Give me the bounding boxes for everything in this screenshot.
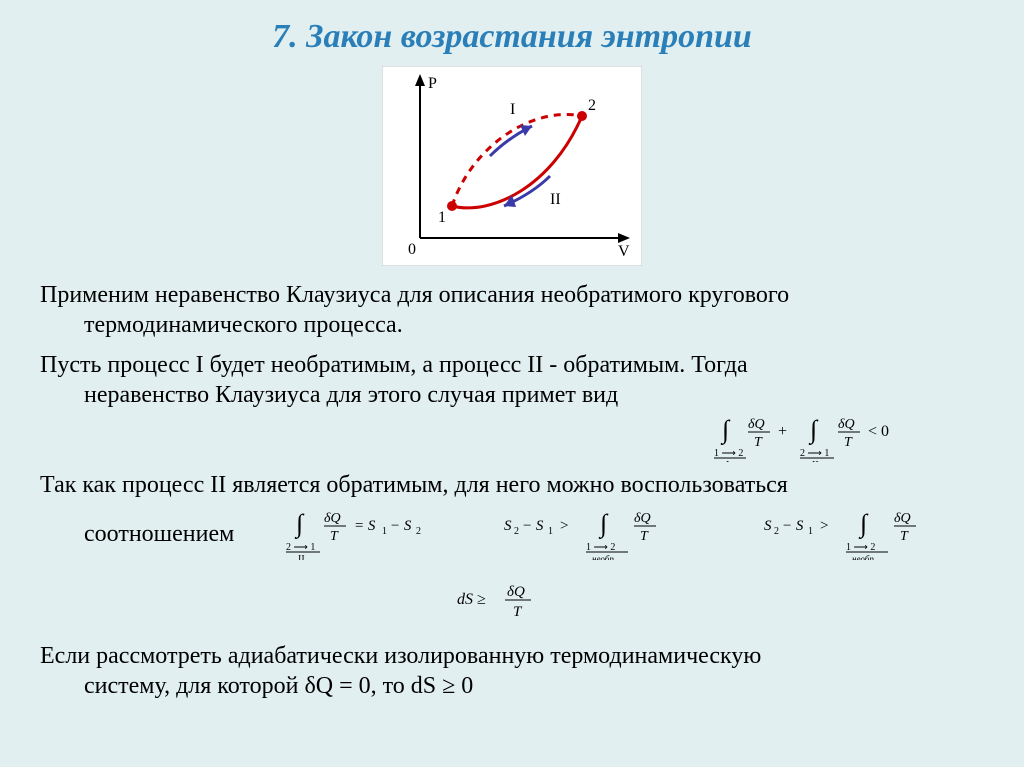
svg-text:T: T (640, 529, 649, 544)
svg-text:− S: − S (522, 518, 544, 534)
svg-text:2 ⟶ 1: 2 ⟶ 1 (286, 542, 315, 553)
svg-text:dS ≥: dS ≥ (457, 591, 486, 608)
formula-clausius-ineq: ∫ 1 ⟶ 2 I δQ T + ∫ 2 ⟶ 1 II δQ T < 0 (714, 408, 974, 470)
point-2-label: 2 (588, 97, 596, 114)
svg-text:δQ: δQ (507, 584, 525, 600)
svg-text:1 ⟶ 2: 1 ⟶ 2 (714, 448, 743, 459)
svg-text:∫: ∫ (808, 415, 819, 445)
svg-text:II: II (298, 554, 305, 560)
svg-text:∫: ∫ (858, 509, 869, 539)
svg-text:δQ: δQ (838, 417, 855, 432)
axis-p-label: P (428, 75, 437, 92)
svg-text:S: S (504, 518, 512, 534)
svg-text:1: 1 (382, 526, 387, 537)
svg-text:2 ⟶ 1: 2 ⟶ 1 (800, 448, 829, 459)
svg-text:δQ: δQ (324, 511, 341, 526)
svg-text:S: S (764, 518, 772, 534)
svg-text:− S: − S (390, 518, 412, 534)
svg-text:∫: ∫ (598, 509, 609, 539)
svg-text:< 0: < 0 (868, 423, 889, 440)
svg-text:T: T (900, 529, 909, 544)
svg-text:2: 2 (416, 526, 421, 537)
slide-title: 7. Закон возрастания энтропии (40, 18, 984, 56)
svg-text:2: 2 (514, 526, 519, 537)
path-II-label: II (550, 191, 561, 208)
svg-text:δQ: δQ (894, 511, 911, 526)
svg-text:1: 1 (808, 526, 813, 537)
formula-f3: S 2 − S 1 > ∫ 1 ⟶ 2 необр δQ T (504, 500, 714, 568)
p3-line1: Так как процесс II является обратимым, д… (40, 472, 788, 498)
paragraph-2: Пусть процесс I будет необратимым, а про… (40, 350, 984, 410)
p4-line2: систему, для которой δQ = 0, то dS ≥ 0 (40, 671, 984, 701)
svg-text:T: T (844, 435, 853, 450)
formula-f4: S 2 − S 1 > ∫ 1 ⟶ 2 необр δQ T (764, 500, 974, 568)
svg-text:II: II (812, 460, 819, 462)
p1-line1: Применим неравенство Клаузиуса для описа… (40, 282, 789, 308)
svg-text:− S: − S (782, 518, 804, 534)
p4-line1: Если рассмотреть адиабатически изолирова… (40, 643, 761, 669)
p1-line2: термодинамического процесса. (40, 310, 984, 340)
svg-text:δQ: δQ (634, 511, 651, 526)
svg-text:+: + (778, 423, 787, 440)
formula-f2: ∫ 2 ⟶ 1 II δQ T = S 1 − S 2 (284, 500, 454, 568)
p3-line2: соотношением (84, 519, 234, 549)
svg-text:>: > (560, 518, 568, 534)
svg-text:1 ⟶ 2: 1 ⟶ 2 (846, 542, 875, 553)
p2-line2: неравенство Клаузиуса для этого случая п… (40, 380, 984, 410)
svg-text:I: I (726, 460, 729, 462)
path-I-label: I (510, 101, 515, 118)
svg-text:1: 1 (548, 526, 553, 537)
paragraph-1: Применим неравенство Клаузиуса для описа… (40, 280, 984, 340)
svg-text:необр: необр (852, 554, 874, 560)
svg-text:T: T (754, 435, 763, 450)
svg-text:∫: ∫ (294, 509, 305, 539)
pv-diagram: P V 0 1 2 I II (382, 66, 642, 266)
svg-text:= S: = S (354, 518, 376, 534)
svg-text:δQ: δQ (748, 417, 765, 432)
svg-text:2: 2 (774, 526, 779, 537)
origin-label: 0 (408, 241, 416, 258)
svg-text:1 ⟶ 2: 1 ⟶ 2 (586, 542, 615, 553)
svg-text:>: > (820, 518, 828, 534)
formula-f5: dS ≥ δQ T (40, 578, 984, 627)
svg-text:∫: ∫ (720, 415, 731, 445)
svg-text:необр: необр (592, 554, 614, 560)
svg-text:T: T (513, 604, 523, 620)
point-1-label: 1 (438, 209, 446, 226)
paragraph-3: Так как процесс II является обратимым, д… (40, 470, 984, 568)
p2-line1: Пусть процесс I будет необратимым, а про… (40, 352, 748, 378)
paragraph-4: Если рассмотреть адиабатически изолирова… (40, 641, 984, 701)
axis-v-label: V (618, 243, 630, 260)
svg-text:T: T (330, 529, 339, 544)
